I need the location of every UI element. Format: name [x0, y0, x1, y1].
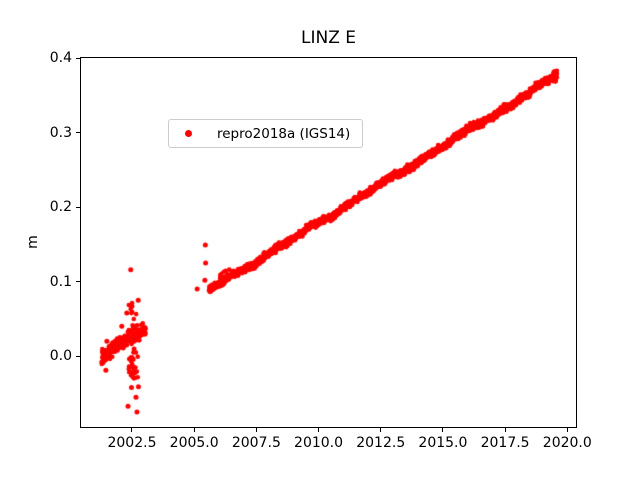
plot-area: repro2018a (IGS14)	[80, 57, 577, 428]
scatter-canvas	[81, 58, 576, 427]
y-tick-label: 0.2	[49, 199, 72, 216]
x-tick-label: 2010.0	[294, 435, 344, 451]
y-tick-label: 0.4	[49, 50, 72, 66]
x-tick-mark	[131, 428, 133, 432]
x-tick-mark	[380, 428, 382, 432]
x-tick-mark	[255, 428, 257, 432]
x-tick-mark	[504, 428, 506, 432]
x-tick-label: 2015.0	[418, 435, 468, 451]
x-tick-label: 2007.5	[231, 435, 281, 451]
x-tick-mark	[442, 428, 444, 432]
y-tick-mark	[76, 206, 80, 208]
x-tick-label: 2005.0	[169, 435, 219, 451]
legend-point-marker-icon	[185, 130, 192, 137]
x-tick-mark	[566, 428, 568, 432]
y-tick-label: 0.0	[49, 348, 72, 365]
x-tick-label: 2020.0	[542, 435, 592, 451]
y-axis-label: m	[25, 235, 41, 249]
x-tick-label: 2012.5	[356, 435, 406, 451]
y-tick-mark	[76, 355, 80, 357]
x-tick-label: 2017.5	[480, 435, 530, 451]
legend-label: repro2018a (IGS14)	[217, 125, 351, 142]
chart-title: LINZ E	[301, 28, 356, 48]
y-tick-label: 0.1	[49, 273, 72, 290]
y-tick-mark	[76, 57, 80, 59]
legend: repro2018a (IGS14)	[168, 119, 364, 148]
x-tick-label: 2002.5	[107, 435, 157, 451]
y-tick-mark	[76, 281, 80, 283]
y-tick-mark	[76, 132, 80, 134]
x-tick-mark	[318, 428, 320, 432]
x-tick-mark	[193, 428, 195, 432]
y-tick-label: 0.3	[49, 124, 72, 141]
